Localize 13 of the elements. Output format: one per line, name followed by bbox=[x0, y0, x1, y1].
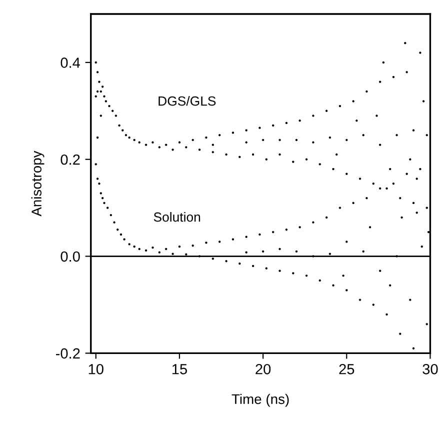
y-tick-label: 0.2 bbox=[60, 154, 80, 165]
y-tick-label: -0.2 bbox=[56, 348, 80, 359]
y-tick-label: 0.4 bbox=[60, 58, 80, 68]
series-label: Solution bbox=[154, 212, 200, 222]
x-tick-label: 20 bbox=[256, 364, 271, 374]
x-tick-label: 15 bbox=[172, 364, 187, 374]
y-tick-label: 0.0 bbox=[60, 251, 80, 262]
y-axis-title: Anisotropy bbox=[31, 150, 44, 216]
x-tick-label: 25 bbox=[339, 364, 354, 374]
x-axis-title: Time (ns) bbox=[232, 394, 289, 407]
x-tick-label: 30 bbox=[422, 364, 438, 374]
text: DGS/GLS bbox=[158, 96, 216, 106]
x-tick-label: 10 bbox=[88, 364, 104, 374]
